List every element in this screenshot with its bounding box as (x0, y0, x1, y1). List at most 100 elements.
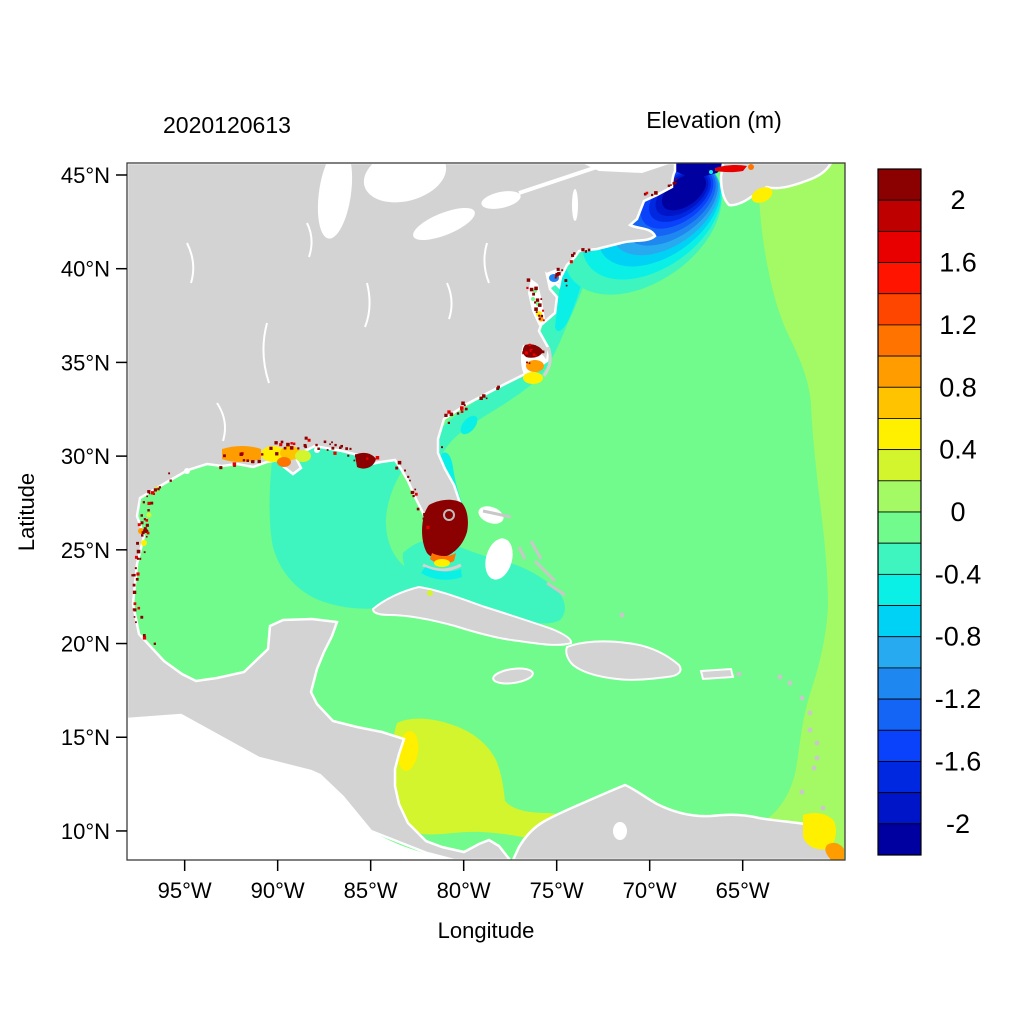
colorbar-tick-label: 0 (950, 497, 965, 527)
speckle (424, 526, 427, 529)
colorbar-segment (877, 573, 922, 606)
speckle (585, 249, 587, 252)
speckle (339, 446, 342, 449)
texas-yg-dots-dot (146, 512, 152, 518)
speckle (667, 184, 671, 187)
speckle (133, 602, 137, 606)
speckle (232, 462, 237, 466)
bahama-bank-great (485, 538, 513, 580)
speckle (424, 513, 428, 517)
speckle (143, 518, 146, 521)
speckle (673, 181, 677, 185)
lake-champlain (572, 189, 578, 221)
speckle (274, 441, 278, 445)
turks-island (619, 612, 625, 618)
speckle (148, 492, 151, 495)
speckle (528, 347, 532, 351)
map-canvas (127, 163, 845, 860)
speckle (279, 443, 283, 447)
colorbar-tick-label: -0.8 (935, 622, 982, 652)
speckle (275, 452, 279, 456)
speckle (219, 466, 223, 470)
speckle (146, 531, 150, 535)
speckle (146, 495, 148, 498)
speckle (329, 443, 331, 446)
louisiana-amber (280, 446, 300, 460)
lesser-antilles-dot (814, 755, 820, 761)
lesser-antilles-dot (807, 710, 813, 716)
chesapeake-green-cells-dot (531, 297, 535, 301)
everglades-yellow (434, 559, 450, 567)
speckle (153, 642, 156, 645)
speckle (447, 410, 451, 414)
speckle (561, 269, 564, 272)
colorbar-tick-label: 0.4 (939, 435, 977, 465)
speckle (142, 636, 147, 640)
lesser-antilles-dot (820, 805, 826, 811)
colorbar-title: Elevation (m) (646, 107, 781, 133)
speckle (143, 529, 147, 533)
speckle (137, 523, 141, 527)
speckle (497, 385, 500, 389)
speckle (427, 518, 431, 521)
speckle (534, 307, 538, 311)
colorbar: 2 1.6 1.2 0.8 0.4 0 -0.4 -0.8 -1.2 -1.6 -2 (877, 168, 982, 856)
speckle (535, 311, 538, 313)
x-tick-label: 95°W (158, 878, 212, 903)
bigbend-darkred (355, 452, 376, 469)
speckle (307, 438, 311, 442)
speckle (269, 446, 273, 450)
speckle (564, 279, 568, 282)
speckle (534, 354, 537, 357)
lesser-antilles-dot (777, 674, 783, 680)
y-tick-label: 35°N (61, 350, 110, 375)
speckle (331, 441, 333, 444)
speckle (645, 191, 649, 195)
speckle (532, 353, 536, 356)
atlantic-east-band (733, 163, 845, 860)
colorbar-segment (877, 168, 922, 201)
colorbar-tick-label: 2 (950, 185, 965, 215)
speckle (540, 298, 543, 300)
speckle (147, 490, 151, 494)
pamlico-yellow (523, 372, 543, 384)
speckle (375, 455, 380, 460)
speckle (366, 457, 369, 460)
lesser-antilles-dot (799, 695, 805, 701)
speckle (542, 319, 545, 322)
speckle (131, 574, 134, 577)
colorbar-segment (877, 542, 922, 575)
speckle (672, 182, 676, 185)
pamlico-speckles (522, 343, 545, 365)
louisiana-orange-2 (277, 457, 291, 467)
speckle (242, 459, 246, 462)
fundy-arm (675, 163, 727, 179)
speckle (464, 407, 468, 411)
x-tick-label: 85°W (344, 878, 398, 903)
louisiana-yellow-green (295, 450, 311, 462)
speckle (137, 606, 141, 610)
speckle (136, 557, 140, 560)
florida-east-ga-speckles (441, 385, 500, 449)
speckle (538, 303, 542, 307)
land-hispaniola (565, 640, 682, 681)
cuba-yg-dot (427, 590, 433, 596)
speckle (132, 608, 135, 611)
speckle (290, 442, 293, 445)
land-cuba (371, 585, 573, 646)
speckle (147, 509, 150, 512)
lesser-antilles-dot (814, 740, 820, 746)
speckle (340, 444, 343, 448)
everglades-darkred (422, 499, 468, 559)
lake-maracaibo (613, 822, 627, 840)
speckle (250, 460, 254, 464)
speckle (326, 449, 329, 451)
st-lawrence-estuary (582, 163, 672, 173)
speckle (239, 452, 243, 456)
speckle (135, 621, 137, 624)
speckle (529, 349, 533, 353)
speckle (530, 353, 535, 358)
cyan-georgia (460, 415, 478, 435)
speckle (345, 447, 348, 450)
colorbar-tick-label: -0.4 (935, 559, 982, 589)
